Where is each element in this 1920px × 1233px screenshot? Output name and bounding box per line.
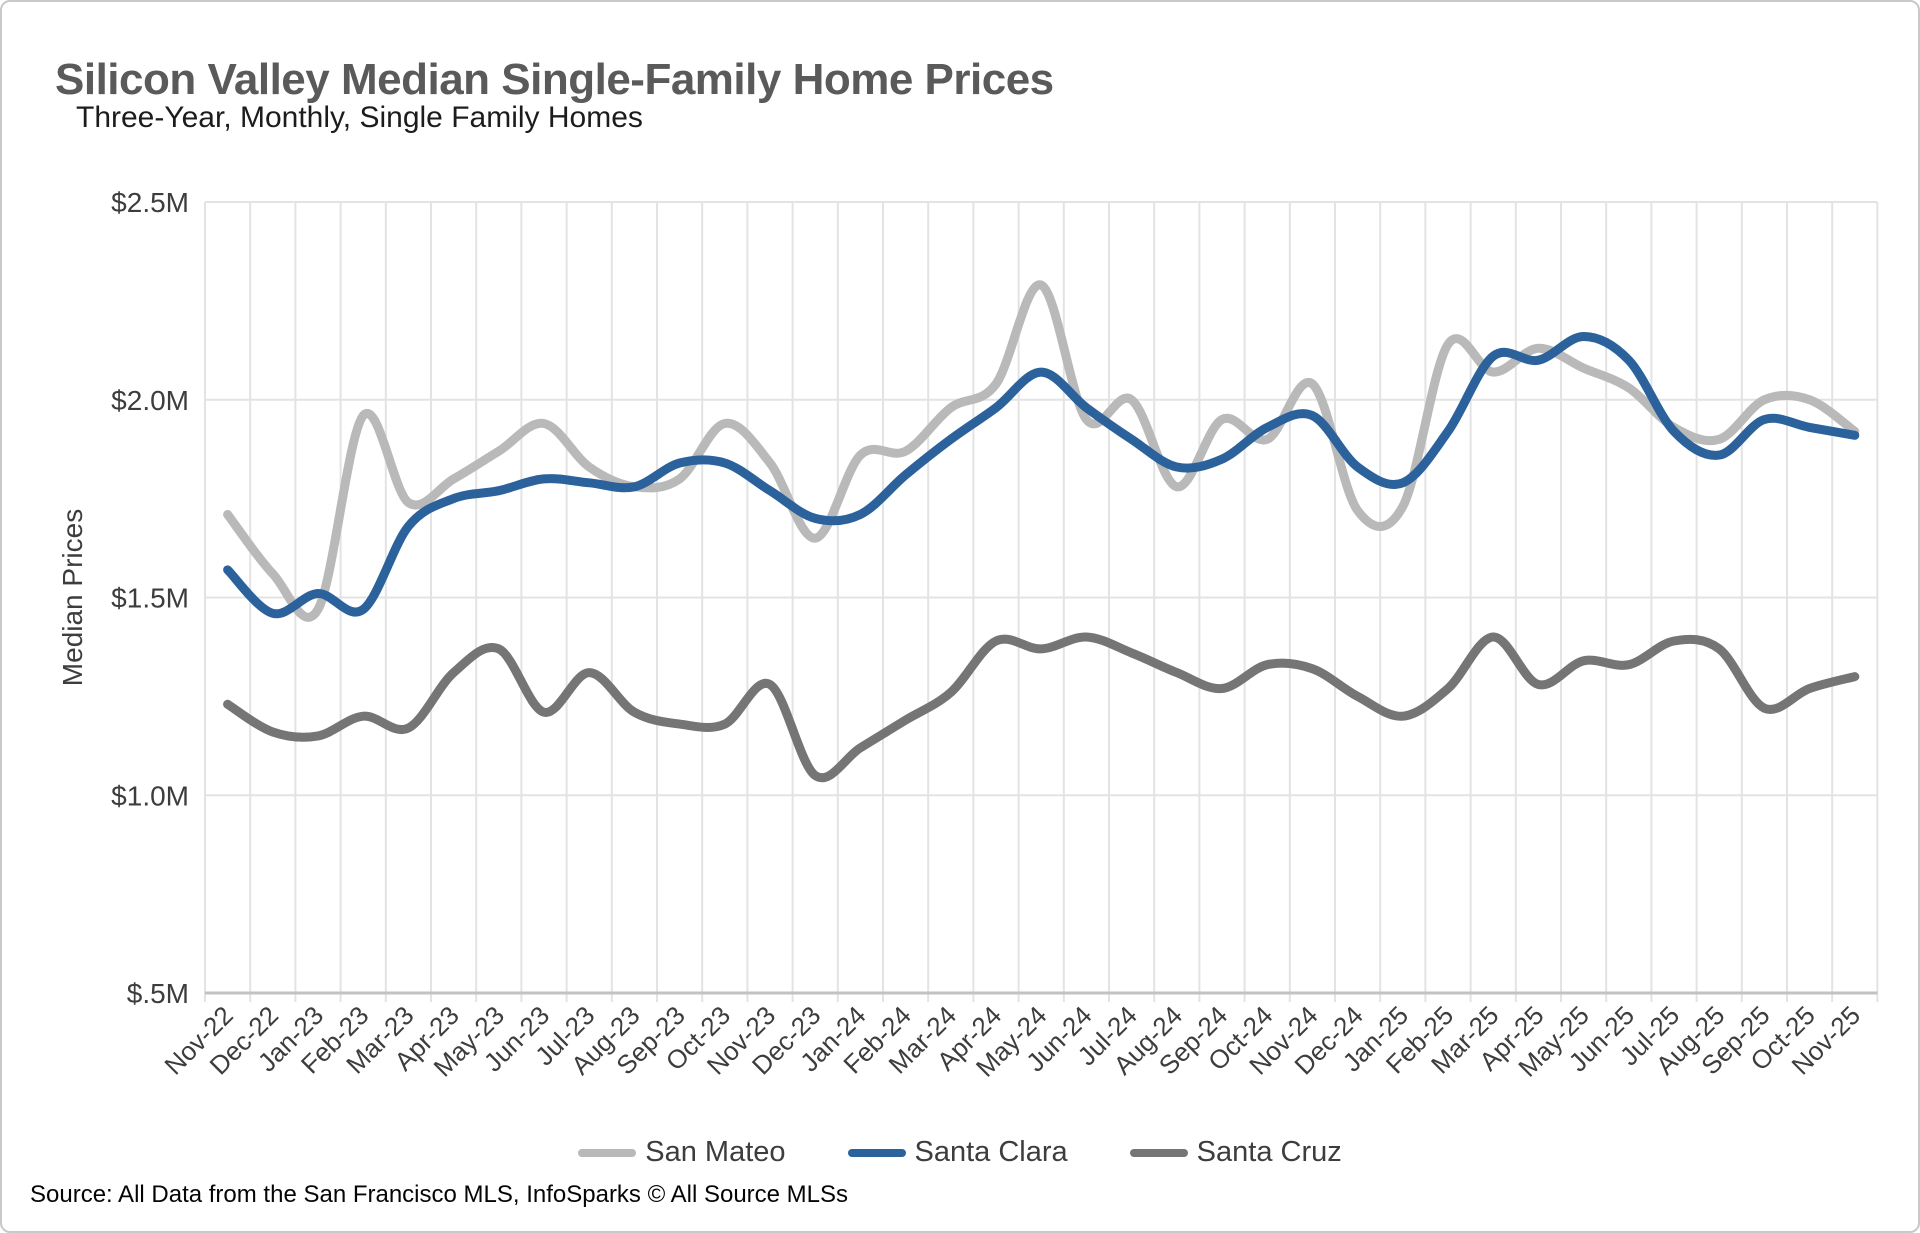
x-axis-tick-labels: Nov-22Dec-22Jan-23Feb-23Mar-23Apr-23May-… [158, 1000, 1866, 1083]
y-tick-label: $.5M [127, 978, 189, 1009]
y-axis-tick-labels: $2.5M $2.0M $1.5M $1.0M $.5M [111, 187, 189, 1009]
y-tick-label: $1.0M [111, 780, 189, 811]
line-santa-cruz [223, 632, 1860, 783]
legend-label-santa-cruz: Santa Cruz [1196, 1136, 1342, 1168]
vertical-gridlines [204, 202, 1879, 1002]
chart-legend: San Mateo Santa Clara Santa Cruz [0, 1136, 1920, 1169]
legend-item-santa-clara: Santa Clara [847, 1136, 1068, 1169]
legend-label-san-mateo: San Mateo [645, 1136, 786, 1168]
san-mateo-line-swatch-icon [578, 1148, 637, 1157]
line-san-mateo [223, 280, 1860, 622]
chart-subtitle: Three-Year, Monthly, Single Family Homes [76, 101, 643, 134]
horizontal-gridlines [205, 201, 1878, 797]
line-santa-clara [223, 332, 1860, 619]
santa-clara-line-swatch-icon [847, 1148, 906, 1157]
y-tick-label: $1.5M [111, 583, 189, 614]
y-tick-label: $2.5M [111, 187, 189, 218]
santa-cruz-line-swatch-icon [1129, 1148, 1188, 1157]
legend-item-san-mateo: San Mateo [578, 1136, 786, 1169]
page-title: Silicon Valley Median Single-Family Home… [55, 55, 1054, 105]
legend-item-santa-cruz: Santa Cruz [1129, 1136, 1342, 1169]
source-note: Source: All Data from the San Francisco … [30, 1181, 849, 1208]
y-axis-title: Median Prices [57, 509, 88, 686]
legend-label-santa-clara: Santa Clara [914, 1136, 1068, 1168]
y-tick-label: $2.0M [111, 385, 189, 416]
